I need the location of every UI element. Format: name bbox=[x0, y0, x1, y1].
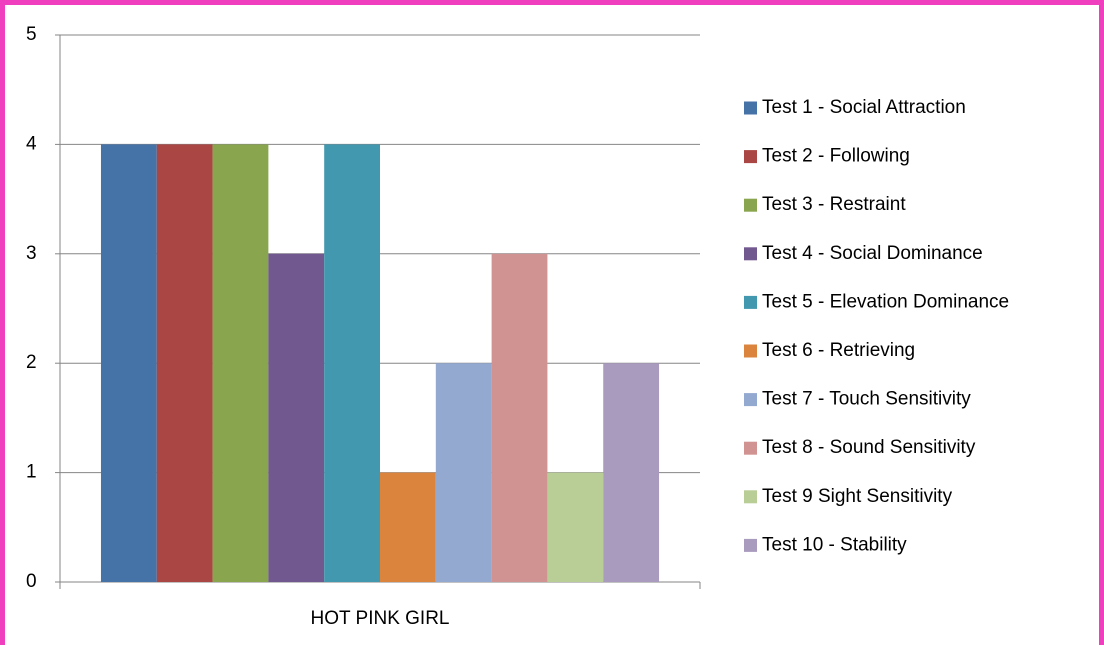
y-tick-label: 4 bbox=[26, 133, 37, 154]
legend-label: Test 3 - Restraint bbox=[762, 194, 906, 215]
legend-swatch bbox=[744, 441, 757, 455]
legend-swatch bbox=[744, 198, 757, 212]
legend-label: Test 10 - Stability bbox=[762, 534, 907, 555]
bar bbox=[547, 472, 604, 582]
legend-label: Test 2 - Following bbox=[762, 146, 910, 167]
legend-swatch bbox=[744, 393, 757, 407]
legend-label: Test 6 - Retrieving bbox=[762, 340, 915, 361]
bar bbox=[491, 253, 548, 583]
y-tick-label: 0 bbox=[26, 571, 37, 592]
bar bbox=[603, 363, 660, 582]
legend-swatch bbox=[744, 101, 757, 115]
legend-swatch bbox=[744, 150, 757, 164]
bar bbox=[100, 144, 157, 582]
bar bbox=[212, 144, 269, 582]
y-tick-label: 2 bbox=[26, 352, 37, 373]
legend-swatch bbox=[744, 247, 757, 261]
bar bbox=[380, 472, 436, 582]
legend-label: Test 7 - Touch Sensitivity bbox=[762, 389, 971, 410]
bar bbox=[268, 253, 325, 583]
legend-swatch bbox=[744, 344, 757, 358]
y-tick-label: 1 bbox=[26, 462, 37, 483]
bar bbox=[435, 363, 492, 582]
legend-label: Test 8 - Sound Sensitivity bbox=[762, 437, 976, 458]
y-tick-label: 5 bbox=[26, 24, 37, 45]
legend-swatch bbox=[744, 295, 757, 309]
y-tick-label: 3 bbox=[26, 243, 37, 264]
legend-label: Test 1 - Social Attraction bbox=[762, 97, 966, 118]
bar bbox=[324, 144, 380, 582]
legend-swatch bbox=[744, 490, 757, 504]
legend-label: Test 5 - Elevation Dominance bbox=[762, 291, 1009, 312]
legend-swatch bbox=[744, 538, 757, 552]
legend-label: Test 4 - Social Dominance bbox=[762, 243, 983, 264]
x-tick-label: HOT PINK GIRL bbox=[310, 608, 449, 629]
legend-label: Test 9 Sight Sensitivity bbox=[762, 486, 953, 507]
bar bbox=[156, 144, 213, 582]
